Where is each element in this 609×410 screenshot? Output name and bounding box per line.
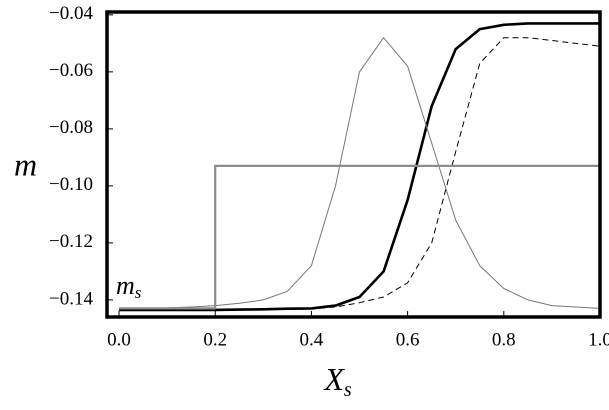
x-axis-label-subscript: s — [344, 379, 352, 401]
y-tick-label: −0.04 — [49, 3, 93, 24]
y-tick-label: −0.08 — [49, 117, 93, 138]
annotation: ms — [116, 271, 142, 302]
x-tick-label: 0.2 — [203, 329, 227, 350]
y-tick-label: −0.14 — [49, 288, 93, 309]
x-axis-label-main: X — [322, 361, 345, 397]
x-tick-label: 1.0 — [588, 329, 609, 350]
series-line — [119, 164, 600, 310]
y-axis-label: m — [14, 146, 37, 182]
x-tick-label: 0.8 — [492, 329, 516, 350]
series-line — [119, 37, 601, 311]
x-axis-label: Xs — [322, 361, 352, 400]
plot-frame — [105, 10, 602, 319]
y-tick-label: −0.06 — [49, 60, 93, 81]
x-tick-label: 0.6 — [396, 329, 420, 350]
series-line — [119, 37, 601, 309]
x-tick-label: 0.0 — [107, 329, 131, 350]
x-tick-label: 0.4 — [300, 329, 324, 350]
y-tick-label: −0.10 — [49, 174, 93, 195]
annotation-main: m — [116, 271, 135, 300]
annotation-subscript: s — [135, 283, 142, 302]
y-tick-label: −0.12 — [49, 231, 93, 252]
